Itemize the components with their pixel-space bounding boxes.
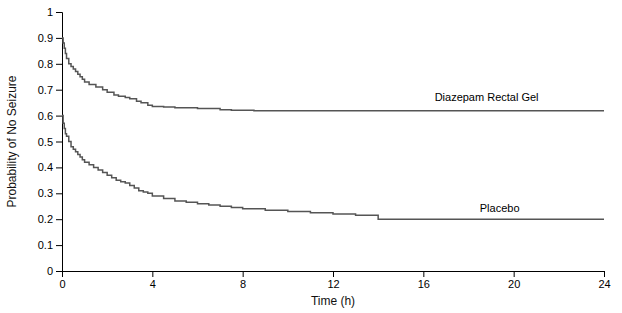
tick: 0.1 [38,239,62,251]
tick: 0.3 [38,187,62,199]
y-axis: 0 0.1 0.2 0.3 0.4 0.5 0.6 0.7 0.8 0.9 1 [38,6,63,277]
tick-label: 20 [508,278,520,290]
tick: 12 [327,271,339,290]
tick-label: 0 [59,278,65,290]
tick-label: 16 [418,278,430,290]
tick-mark [56,12,62,13]
tick-label: 0.3 [38,187,53,199]
tick-mark [56,116,62,117]
tick-label: 0 [47,265,53,277]
tick: 0.5 [38,136,62,148]
tick-mark [514,271,515,277]
chart: 0 4 8 12 16 20 24 0 0.1 0.2 0.3 0.4 0.5 0.6 0.7 0.8 0.9 1… [0,0,622,313]
tick-label: 0.9 [38,32,53,44]
tick: 20 [508,271,520,290]
tick-label: 0.7 [38,84,53,96]
tick: 16 [418,271,430,290]
annotation: Diazepam Rectal Gel [435,91,539,103]
x-axis: 0 4 8 12 16 20 24 [59,271,610,290]
tick-mark [56,167,62,168]
annotations: Diazepam Rectal Gel Placebo [435,91,539,214]
tick: 0 [47,265,62,277]
annotation: Placebo [480,202,520,214]
tick-label: 0.6 [38,110,53,122]
tick: 0.2 [38,213,62,225]
tick-label: 4 [150,278,156,290]
y-axis-title: Probability of No Seizure [5,75,19,207]
tick: 24 [598,271,610,290]
tick: 0.4 [38,161,62,173]
plot: 0 4 8 12 16 20 24 0 0.1 0.2 0.3 0.4 0.5 0.6 0.7 0.8 0.9 1… [38,6,611,290]
axis-line [63,272,605,278]
tick: 0.8 [38,58,62,70]
tick: 0 [59,271,65,290]
tick-mark [56,38,62,39]
tick-mark [56,193,62,194]
tick-mark [56,142,62,143]
tick-mark [333,271,334,277]
lines [62,38,604,219]
x-axis-title: Time (h) [311,294,355,308]
tick-mark [56,245,62,246]
tick-label: 0.4 [38,161,53,173]
survival-line [62,38,604,111]
tick-label: 12 [327,278,339,290]
axis-line [56,13,63,272]
survival-line [62,116,604,220]
tick-mark [56,219,62,220]
tick-mark [56,64,62,65]
tick-mark [423,271,424,277]
tick-mark [152,271,153,277]
tick: 0.7 [38,84,62,96]
tick-label: 0.5 [38,136,53,148]
tick: 4 [150,271,156,290]
tick-label: 1 [47,6,53,18]
tick-mark [56,90,62,91]
tick-mark [604,271,605,277]
tick-label: 0.2 [38,213,53,225]
tick-mark [243,271,244,277]
tick: 1 [47,6,62,18]
tick-label: 0.8 [38,58,53,70]
tick-label: 24 [598,278,610,290]
tick-mark [56,271,62,272]
tick-label: 8 [240,278,246,290]
tick: 0.6 [38,110,62,122]
tick: 8 [240,271,246,290]
tick: 0.9 [38,32,62,44]
tick-label: 0.1 [38,239,53,251]
